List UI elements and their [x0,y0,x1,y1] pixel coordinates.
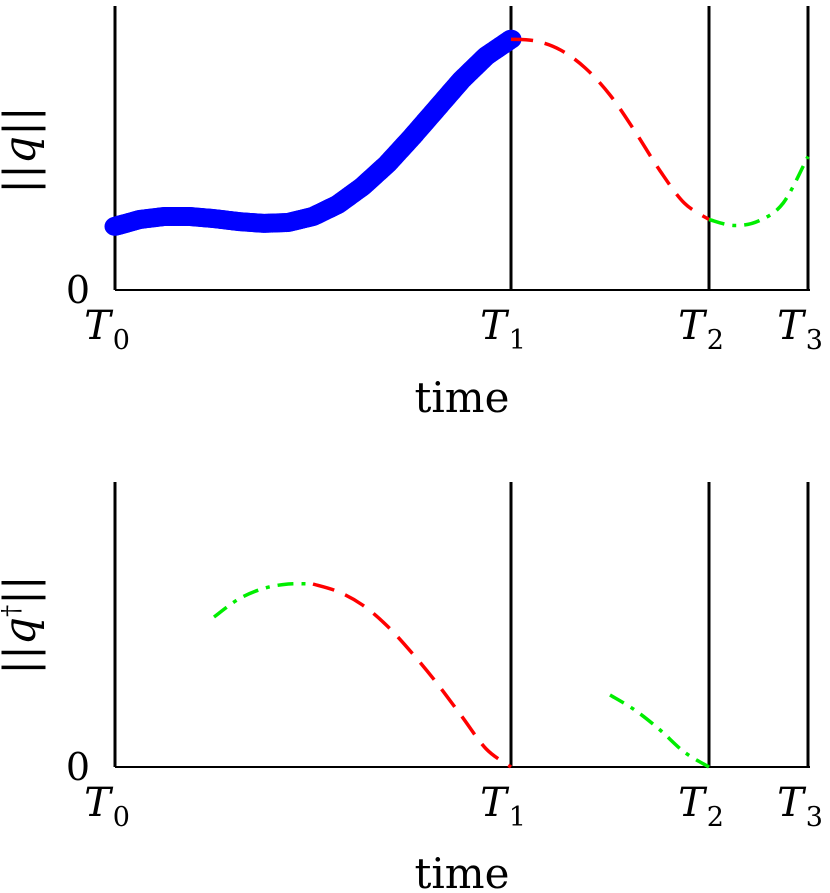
x-tick-label-1: T1 [480,780,526,833]
series-2-line [708,155,810,228]
x-tick-label-3: T3 [777,303,823,356]
series-1-line [510,37,710,221]
x-tick-label-2: T2 [678,780,724,833]
y-zero-label: 0 [66,745,90,789]
series-0-line [212,581,314,619]
x-tick-label-0: T0 [84,303,130,356]
x-tick-label-0: T0 [84,780,130,833]
x-tick-label-3: T3 [777,780,823,833]
y-zero-label: 0 [66,268,90,312]
y-axis-label: ||q|| [0,106,46,193]
x-axis-label: time [415,849,510,893]
x-tick-label-2: T2 [678,303,724,356]
series-2-line [609,693,710,769]
x-tick-label-1: T1 [480,303,526,356]
top-panel: 0T0 T1 T2 T3 time ||q|| [0,6,823,422]
y-axis-label: ||q†|| [0,575,46,674]
series-0-markers [104,29,522,236]
x-axis-label: time [415,373,510,422]
bottom-panel: 0T0 T1 T2 T3 time ||q†|| [0,482,823,893]
series-1-line [312,582,513,769]
